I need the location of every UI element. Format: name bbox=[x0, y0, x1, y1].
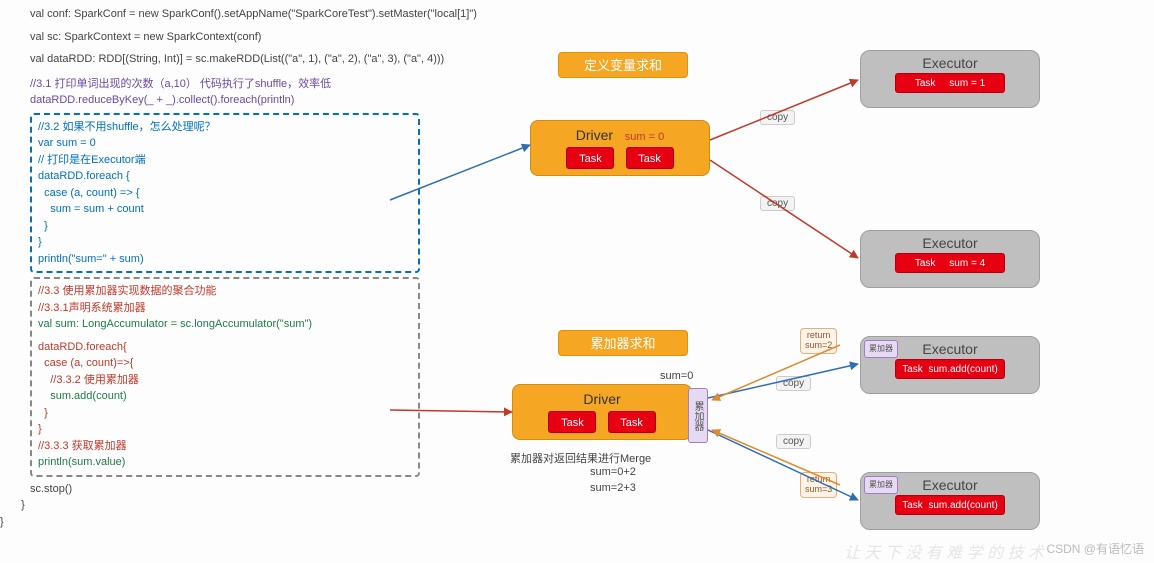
code-line: } bbox=[38, 218, 412, 235]
acc-small: 累加器 bbox=[864, 340, 898, 358]
code-line: } bbox=[15, 497, 420, 514]
executor-box-top2: Executor Task sum = 4 bbox=[860, 230, 1040, 288]
code-line: } bbox=[0, 514, 420, 531]
code-comment: //3.3 使用累加器实现数据的聚合功能 bbox=[38, 283, 412, 300]
code-comment: //3.3.2 使用累加器 bbox=[38, 372, 412, 389]
code-comment: //3.2 如果不用shuffle，怎么处理呢？ bbox=[38, 119, 412, 136]
code-box-no-shuffle: //3.2 如果不用shuffle，怎么处理呢？ var sum = 0 // … bbox=[30, 113, 420, 274]
driver-box-top: Driver sum = 0 Task Task bbox=[530, 120, 710, 176]
title-pill-variable: 定义变量求和 bbox=[558, 52, 688, 78]
merge-line: sum=0+2 bbox=[590, 466, 636, 478]
accumulator-box: 累加器 bbox=[688, 388, 708, 443]
code-comment: //3.3.1声明系统累加器 bbox=[38, 300, 412, 317]
code-line: case (a, count) => { bbox=[38, 185, 412, 202]
code-line: } bbox=[38, 405, 412, 422]
code-comment: //3.3.3 获取累加器 bbox=[38, 438, 412, 455]
code-line: dataRDD.reduceByKey(_ + _).collect().for… bbox=[30, 92, 420, 109]
code-line: val sum: LongAccumulator = sc.longAccumu… bbox=[38, 316, 412, 333]
sum-zero: sum = 0 bbox=[625, 131, 664, 143]
watermark: CSDN @有语忆语 bbox=[1046, 540, 1144, 557]
executor-box-top1: Executor Task sum = 1 bbox=[860, 50, 1040, 108]
copy-label: copy bbox=[760, 110, 795, 125]
code-line: val sc: SparkContext = new SparkContext(… bbox=[30, 29, 420, 46]
code-line: } bbox=[38, 421, 412, 438]
code-comment: //3.1 打印单词出现的次数（a,10） 代码执行了shuffle，效率低 bbox=[30, 76, 420, 93]
exec-task: Task sum.add(count) bbox=[895, 359, 1005, 379]
code-line: case (a, count)=>{ bbox=[38, 355, 412, 372]
title-pill-accumulator: 累加器求和 bbox=[558, 330, 688, 356]
task-chip: Task bbox=[548, 411, 596, 433]
exec-task: Task sum = 4 bbox=[895, 253, 1005, 273]
copy-label: copy bbox=[776, 434, 811, 449]
driver-label: Driver bbox=[576, 127, 613, 143]
return-label: return sum=3 bbox=[800, 472, 837, 498]
executor-label: Executor bbox=[861, 55, 1039, 71]
code-line: sum = sum + count bbox=[38, 201, 412, 218]
merge-line: sum=2+3 bbox=[590, 482, 636, 494]
code-column: val conf: SparkConf = new SparkConf().se… bbox=[30, 6, 420, 530]
code-line: sum.add(count) bbox=[38, 388, 412, 405]
code-line: println(sum.value) bbox=[38, 454, 412, 471]
code-line: val conf: SparkConf = new SparkConf().se… bbox=[30, 6, 420, 23]
executor-label: Executor bbox=[861, 235, 1039, 251]
copy-label: copy bbox=[776, 376, 811, 391]
task-chip: Task bbox=[626, 147, 674, 169]
driver-box-bottom: Driver Task Task bbox=[512, 384, 692, 440]
code-comment: // 打印是在Executor端 bbox=[38, 152, 412, 169]
code-line: } bbox=[38, 234, 412, 251]
exec-task: Task sum.add(count) bbox=[895, 495, 1005, 515]
driver-label: Driver bbox=[513, 391, 691, 407]
sum-text: sum=0 bbox=[660, 370, 693, 382]
code-line: dataRDD.foreach{ bbox=[38, 339, 412, 356]
code-line: dataRDD.foreach { bbox=[38, 168, 412, 185]
code-box-accumulator: //3.3 使用累加器实现数据的聚合功能 //3.3.1声明系统累加器 val … bbox=[30, 277, 420, 477]
copy-label: copy bbox=[760, 196, 795, 211]
code-line: val dataRDD: RDD[(String, Int)] = sc.mak… bbox=[30, 51, 420, 68]
return-label: return sum=2 bbox=[800, 328, 837, 354]
acc-small: 累加器 bbox=[864, 476, 898, 494]
merge-text: 累加器对返回结果进行Merge bbox=[510, 450, 651, 466]
task-chip: Task bbox=[608, 411, 656, 433]
watermark-bg: 让 天 下 没 有 难 学 的 技 术 bbox=[844, 539, 1044, 563]
task-chip: Task bbox=[566, 147, 614, 169]
code-line: sc.stop() bbox=[30, 481, 420, 498]
code-line: println("sum=" + sum) bbox=[38, 251, 412, 268]
code-line: var sum = 0 bbox=[38, 135, 412, 152]
exec-task: Task sum = 1 bbox=[895, 73, 1005, 93]
